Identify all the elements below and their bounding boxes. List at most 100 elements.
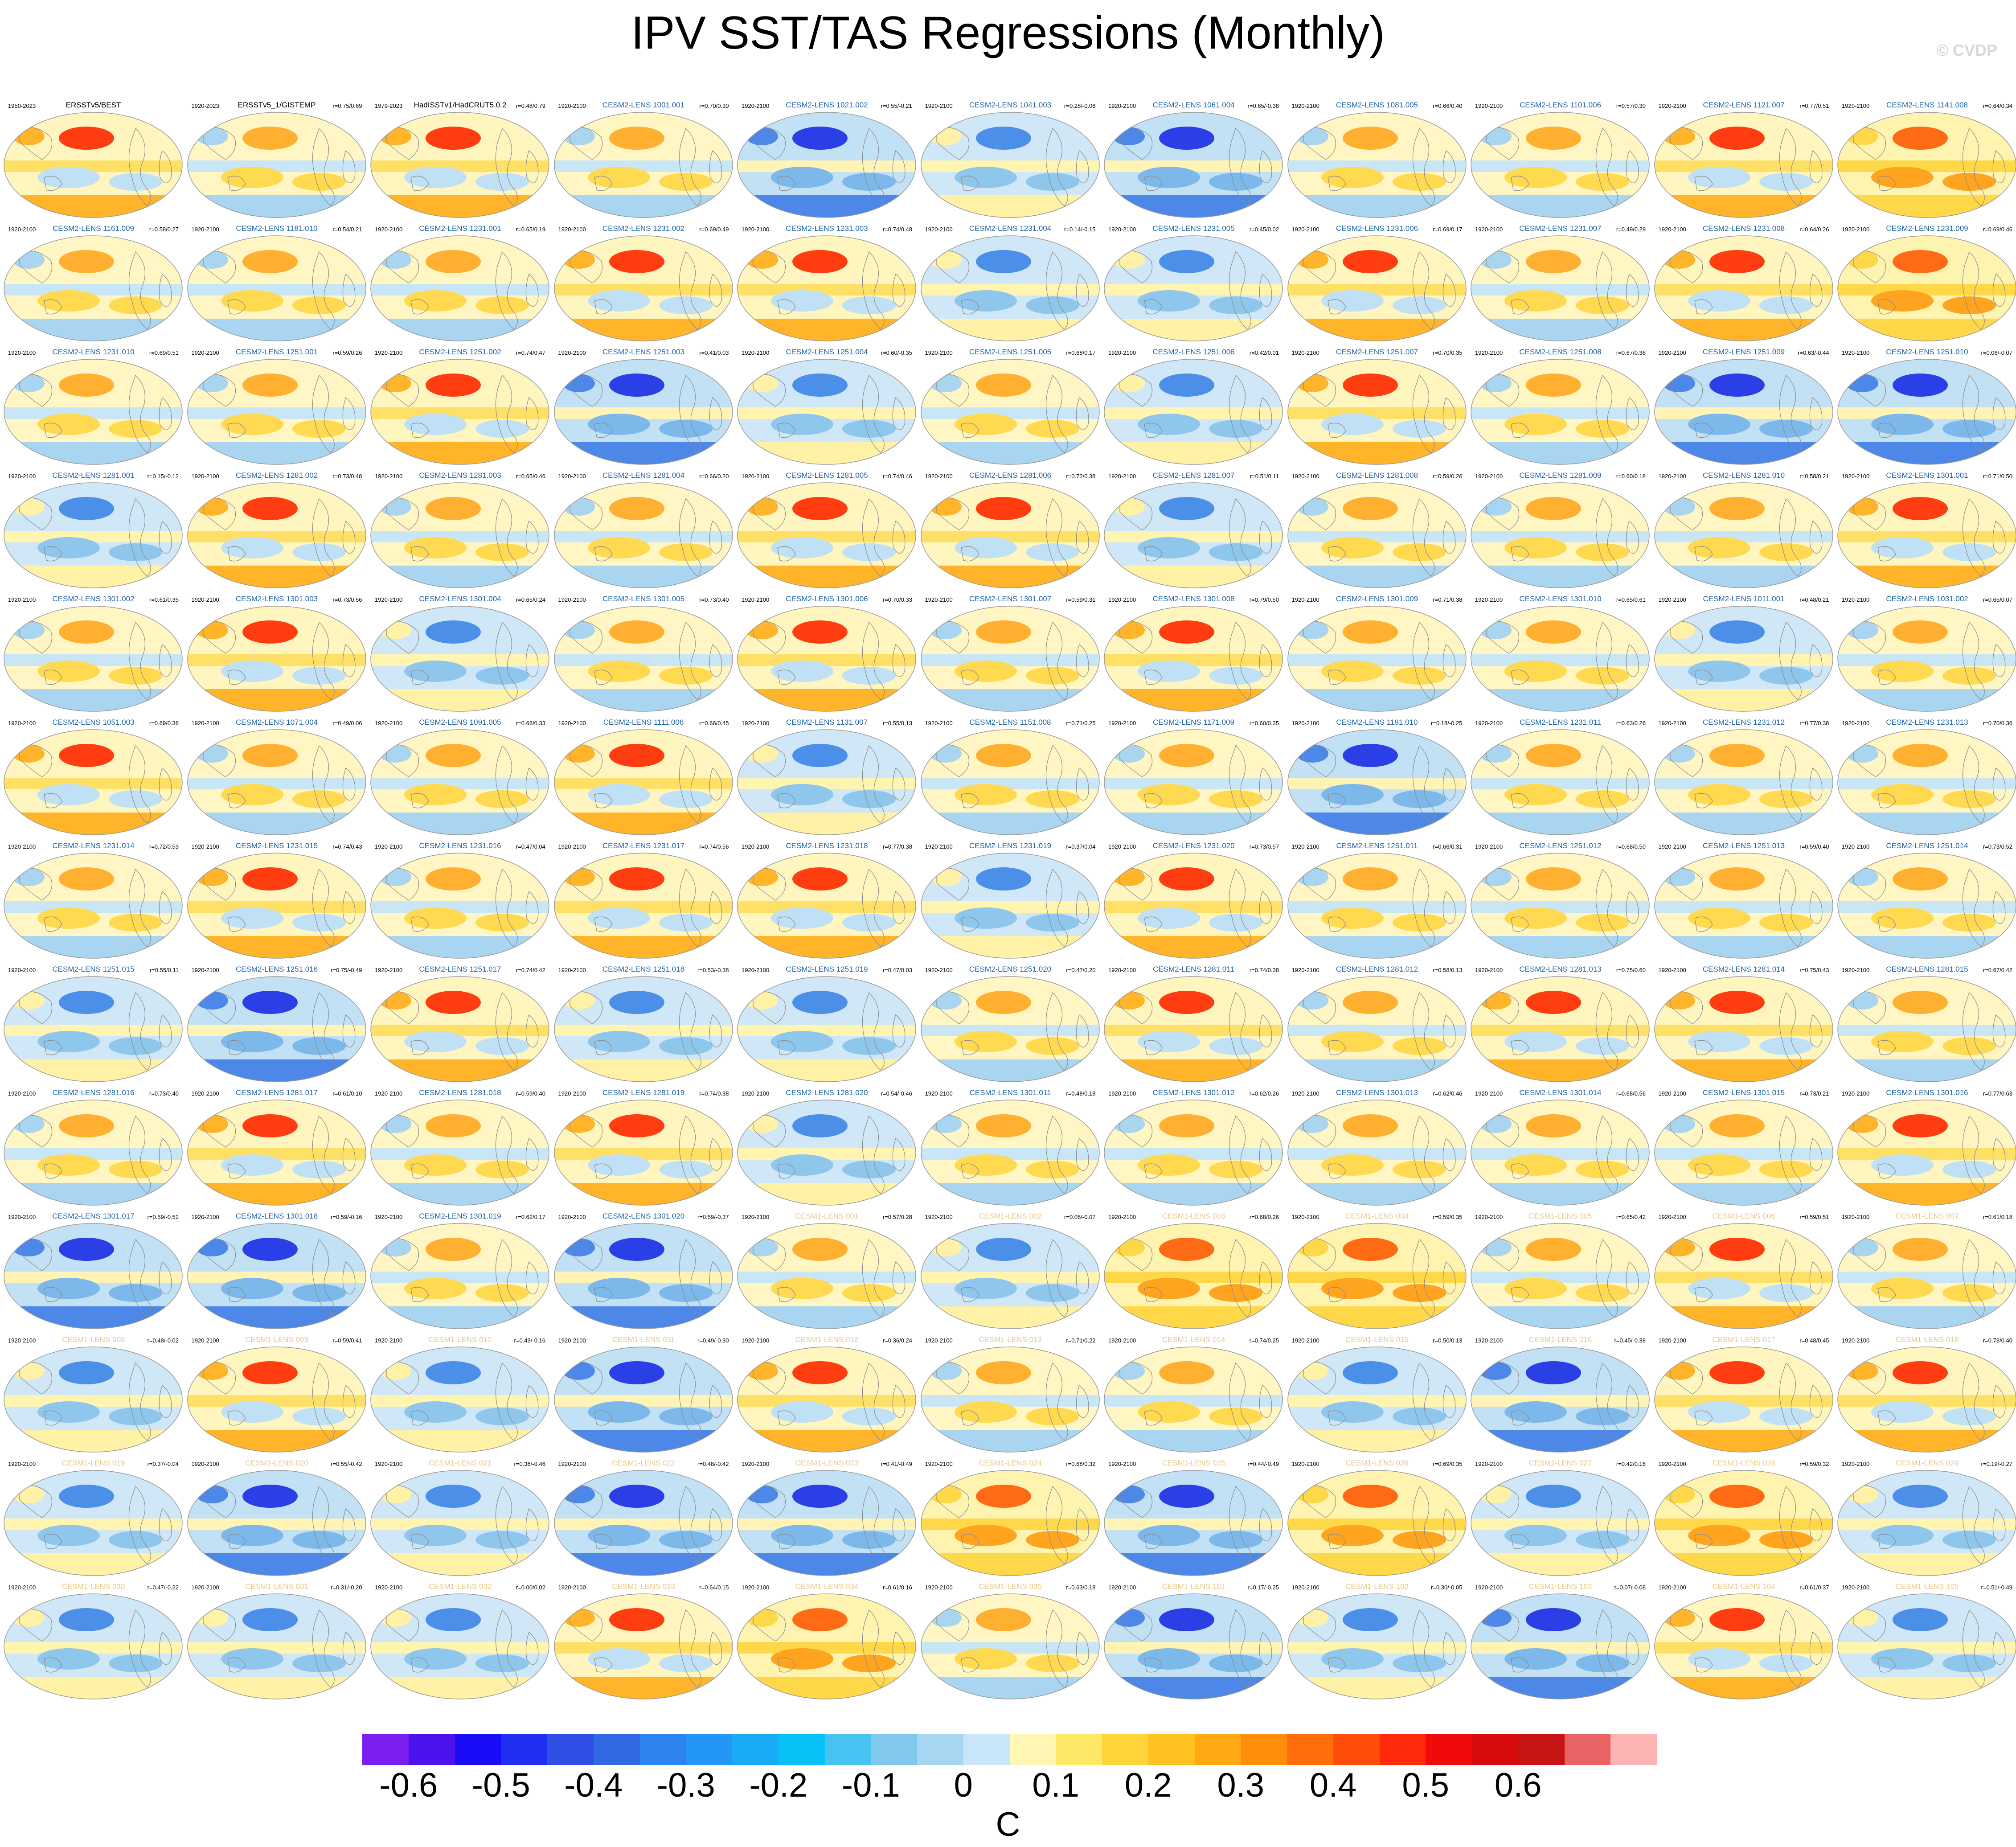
- panel-years: 1920-2100: [375, 596, 403, 603]
- panel-correlation-stat: r=0.69/0.51: [149, 349, 179, 356]
- panel-years: 1920-2100: [925, 596, 953, 603]
- robinson-map: [4, 112, 183, 218]
- panel-correlation-stat: r=0.00/0.02: [516, 1584, 545, 1591]
- panel-model-name: CESM2-LENS 1301.002: [52, 595, 135, 603]
- colorbar-tick-label: 0: [954, 1766, 973, 1804]
- regression-map-panel: 1920-2100 CESM2-LENS 1231.012 r=0.77/0.38: [1652, 714, 1836, 837]
- panel-correlation-stat: r=0.65/-0.38: [1247, 103, 1279, 109]
- panel-model-name: CESM2-LENS 1281.010: [1702, 471, 1785, 480]
- panel-years: 1920-2100: [1475, 1090, 1503, 1097]
- panel-years: 1920-2100: [925, 226, 953, 233]
- panel-years: 1920-2100: [8, 720, 36, 726]
- panel-correlation-stat: r=0.68/0.32: [1066, 1461, 1096, 1467]
- panel-years: 1920-2100: [1475, 473, 1503, 480]
- panel-model-name: CESM2-LENS 1251.002: [419, 348, 501, 356]
- robinson-map: [1837, 359, 2016, 465]
- regression-map-panel: 1920-2100 CESM2-LENS 1231.016 r=0.47/0.04: [369, 838, 552, 961]
- panel-model-name: CESM1-LENS 028: [1712, 1459, 1775, 1467]
- panel-years: 1920-2100: [375, 1214, 403, 1220]
- robinson-map: [1654, 235, 1833, 341]
- panel-years: 1920-2100: [375, 1584, 403, 1591]
- panel-years: 1920-2100: [1108, 967, 1136, 973]
- regression-map-panel: 1920-2100 CESM2-LENS 1251.010 r=0.06/-0.07: [1836, 344, 2016, 467]
- panel-years: 1920-2100: [558, 1337, 586, 1344]
- panel-years: 1920-2100: [1842, 1214, 1870, 1220]
- panel-model-name: CESM2-LENS 1161.009: [52, 224, 134, 233]
- regression-map-panel: 1920-2100 CESM2-LENS 1251.014 r=0.73/0.52: [1836, 838, 2016, 961]
- panel-correlation-stat: r=0.60/0.35: [1249, 720, 1279, 726]
- colorbar-swatch: [1287, 1734, 1333, 1765]
- regression-map-panel: 1920-2100 CESM2-LENS 1281.006 r=0.72/0.38: [919, 468, 1102, 591]
- regression-map-panel: 1920-2100 CESM2-LENS 1231.007 r=0.49/0.29: [1469, 221, 1652, 344]
- colorbar-swatch: [1379, 1734, 1426, 1765]
- panel-correlation-stat: r=0.66/0.33: [516, 720, 545, 726]
- regression-map-panel: 1920-2100 CESM1-LENS 101 r=0.17/-0.25: [1102, 1579, 1285, 1702]
- panel-years: 1979-2023: [375, 103, 403, 109]
- panel-years: 1920-2100: [1108, 596, 1136, 603]
- robinson-map: [1837, 482, 2016, 588]
- panel-model-name: CESM2-LENS 1011.001: [1703, 595, 1785, 603]
- regression-map-panel: 1920-2100 CESM1-LENS 024 r=0.68/0.32: [919, 1455, 1102, 1578]
- colorbar-swatch: [1564, 1734, 1611, 1765]
- panel-correlation-stat: r=0.51/0.11: [1250, 473, 1279, 480]
- robinson-map: [4, 853, 183, 959]
- panel-correlation-stat: r=0.74/0.43: [332, 843, 362, 850]
- robinson-map: [187, 976, 366, 1082]
- panel-model-name: CESM2-LENS 1301.008: [1152, 595, 1235, 603]
- robinson-map: [737, 976, 916, 1082]
- robinson-map: [1287, 482, 1467, 588]
- panel-years: 1920-2100: [1291, 1461, 1319, 1467]
- regression-map-panel: 1950-2023 ERSSTv5/BEST: [2, 97, 185, 220]
- panel-correlation-stat: r=0.54/0.21: [332, 226, 362, 233]
- regression-map-panel: 1920-2100 CESM1-LENS 102 r=0.30/-0.05: [1286, 1579, 1469, 1702]
- panel-years: 1920-2100: [558, 1090, 586, 1097]
- robinson-map: [737, 1346, 916, 1453]
- panel-years: 1920-2100: [1291, 1090, 1319, 1097]
- regression-map-panel: 1920-2100 CESM2-LENS 1281.016 r=0.73/0.40: [2, 1085, 185, 1208]
- panel-model-name: CESM2-LENS 1301.012: [1152, 1088, 1235, 1097]
- panel-correlation-stat: r=0.58/0.13: [1433, 967, 1463, 973]
- panel-model-name: CESM2-LENS 1251.020: [969, 965, 1052, 973]
- panel-years: 1920-2100: [558, 1584, 586, 1591]
- robinson-map: [1837, 1223, 2016, 1329]
- panel-model-name: CESM2-LENS 1001.001: [602, 101, 685, 109]
- regression-map-panel: 1920-2100 CESM2-LENS 1281.009 r=0.60/0.18: [1469, 468, 1652, 591]
- panel-model-name: CESM2-LENS 1281.019: [602, 1088, 685, 1097]
- robinson-map: [1654, 1346, 1833, 1453]
- panel-correlation-stat: r=0.65/0.24: [516, 596, 545, 603]
- regression-map-panel: 1920-2100 CESM2-LENS 1231.020 r=0.73/0.57: [1102, 838, 1285, 961]
- panel-years: 1920-2100: [742, 103, 770, 109]
- panel-model-name: CESM2-LENS 1141.008: [1886, 101, 1968, 109]
- panel-years: 1920-2100: [1842, 967, 1870, 973]
- panel-correlation-stat: r=0.38/-0.46: [514, 1461, 545, 1467]
- colorbar-swatch: [1472, 1734, 1518, 1765]
- panel-years: 1920-2100: [1658, 473, 1686, 480]
- panel-years: 1920-2100: [1658, 1090, 1686, 1097]
- colorbar-tick-label: -0.1: [841, 1766, 900, 1804]
- regression-map-panel: 1920-2100 CESM1-LENS 001 r=0.57/0.28: [735, 1208, 918, 1331]
- robinson-map: [737, 606, 916, 712]
- robinson-map: [920, 1346, 1100, 1453]
- regression-map-panel: 1920-2100 CESM2-LENS 1071.004 r=0.49/0.06: [185, 714, 369, 837]
- panel-correlation-stat: r=0.19/-0.27: [1981, 1461, 2012, 1467]
- robinson-map: [1287, 235, 1467, 341]
- panel-model-name: CESM2-LENS 1281.005: [786, 471, 868, 480]
- regression-map-panel: 1920-2100 CESM2-LENS 1301.013 r=0.62/0.46: [1286, 1085, 1469, 1208]
- regression-map-panel: 1920-2100 CESM2-LENS 1231.006 r=0.69/0.17: [1286, 221, 1469, 344]
- panel-years: 1920-2100: [8, 596, 36, 603]
- panel-correlation-stat: r=0.71/0.22: [1066, 1337, 1096, 1344]
- regression-map-panel: 1920-2100 CESM1-LENS 018 r=0.78/0.40: [1836, 1332, 2016, 1455]
- panel-years: 1950-2023: [8, 103, 36, 109]
- panel-years: 1920-2100: [1658, 1337, 1686, 1344]
- panel-years: 1920-2100: [375, 843, 403, 850]
- panel-model-name: CESM1-LENS 008: [61, 1335, 125, 1344]
- panel-model-name: CESM2-LENS 1171.009: [1152, 718, 1234, 726]
- robinson-map: [1654, 1470, 1833, 1576]
- panel-years: 1920-2100: [742, 1584, 770, 1591]
- panel-years: 1920-2100: [742, 843, 770, 850]
- robinson-map: [553, 1593, 733, 1699]
- regression-map-panel: 1920-2100 CESM1-LENS 031 r=0.31/-0.20: [185, 1579, 369, 1702]
- colorbar-swatch: [963, 1734, 1010, 1765]
- robinson-map: [1837, 976, 2016, 1082]
- panel-correlation-stat: r=0.74/0.25: [1249, 1337, 1279, 1344]
